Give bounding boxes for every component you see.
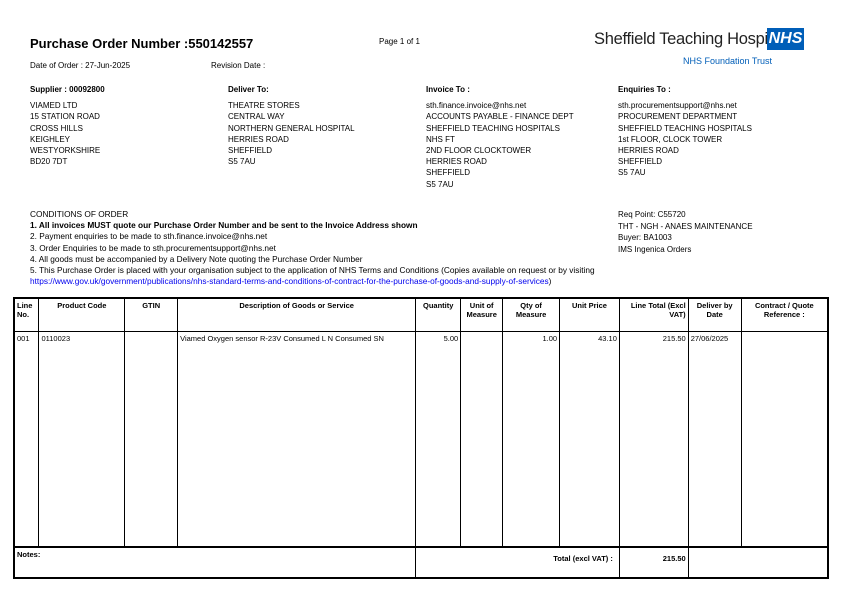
address-line: sth.finance.invoice@nhs.net: [426, 101, 527, 111]
deliver-by-date: 27/06/2025: [687, 330, 742, 548]
col-header: Description of Goods or Service: [177, 297, 417, 332]
revision-date: Revision Date :: [211, 61, 266, 70]
contract-reference: [740, 330, 829, 548]
address-line: THEATRE STORES: [228, 101, 300, 111]
invoice-block: Invoice To : sth.finance.invoice@nhs.net…: [426, 84, 574, 190]
address-line: HERRIES ROAD: [228, 134, 289, 144]
address-line: 15 STATION ROAD: [30, 112, 100, 122]
address-line: VIAMED LTD: [30, 101, 78, 111]
address-line: WESTYORKSHIRE: [30, 146, 101, 156]
line-no: 001: [13, 330, 40, 548]
address-line: SHEFFIELD TEACHING HOSPITALS: [618, 123, 752, 133]
address-line: BD20 7DT: [30, 157, 68, 167]
address-line: S5 7AU: [228, 157, 256, 167]
footer-blank: [687, 546, 829, 579]
condition-item: 5. This Purchase Order is placed with yo…: [30, 265, 595, 276]
address-line: SHEFFIELD: [426, 168, 471, 178]
condition-item: 4. All goods must be accompanied by a De…: [30, 253, 363, 264]
deliver-block: Deliver To: THEATRE STORES CENTRAL WAY NOR…: [228, 84, 355, 167]
unit-of-measure: [460, 330, 504, 548]
deliver-heading: Deliver To:: [228, 85, 269, 94]
address-line: SHEFFIELD TEACHING HOSPITALS: [426, 123, 560, 133]
col-header: Quantity: [415, 297, 462, 332]
col-header: Qty of Measure: [502, 297, 561, 332]
address-line: PROCUREMENT DEPARTMENT: [618, 112, 738, 122]
link-close: ): [548, 276, 552, 287]
address-line: sth.procurementsupport@nhs.net: [618, 101, 737, 111]
address-line: CENTRAL WAY: [228, 112, 285, 122]
address-line: S5 7AU: [618, 168, 646, 178]
req-point: Req Point: C55720: [618, 210, 686, 219]
col-header: Deliver by Date: [687, 297, 742, 332]
line-total: 215.50: [618, 330, 689, 548]
conditions-heading: CONDITIONS OF ORDER: [30, 209, 129, 219]
condition-item: 2. Payment enquiries to be made to sth.f…: [30, 231, 268, 242]
address-line: S5 7AU: [426, 179, 454, 189]
condition-item: 3. Order Enquiries to be made to sth.pro…: [30, 242, 276, 253]
page-title: Purchase Order Number :550142557: [30, 36, 254, 51]
address-line: NORTHERN GENERAL HOSPITAL: [228, 123, 355, 133]
address-line: KEIGHLEY: [30, 134, 71, 144]
gtin: [124, 330, 179, 548]
table-header-row: Line No. Product Code GTIN Description o…: [13, 297, 829, 332]
description: Viamed Oxygen sensor R-23V Consumed L N …: [177, 330, 417, 548]
supplier-heading: Supplier : 00092800: [30, 85, 105, 94]
col-header: Line No.: [13, 297, 40, 332]
buyer: Buyer: BA1003: [618, 233, 672, 243]
invoice-heading: Invoice To :: [426, 85, 470, 94]
req-block: Req Point: C55720 THT - NGH - ANAES MAIN…: [618, 209, 753, 256]
req-dept: THT - NGH - ANAES MAINTENANCE: [618, 221, 753, 231]
col-header: Line Total (Excl VAT): [618, 297, 689, 332]
total-value: 215.50: [618, 546, 689, 579]
product-code: 0110023: [38, 330, 126, 548]
address-line: SHEFFIELD: [618, 157, 663, 167]
col-header: Product Code: [38, 297, 126, 332]
total-label: Total (excl VAT) :: [415, 546, 620, 579]
enquiries-block: Enquiries To : sth.procurementsupport@nh…: [618, 84, 752, 179]
quantity: 5.00: [415, 330, 462, 548]
col-header: Contract / Quote Reference :: [740, 297, 829, 332]
notes-label: Notes:: [13, 546, 417, 579]
order-lines-table: Line No. Product Code GTIN Description o…: [13, 297, 829, 579]
address-line: SHEFFIELD: [228, 146, 273, 156]
col-header: GTIN: [124, 297, 179, 332]
address-line: 2ND FLOOR CLOCKTOWER: [426, 146, 532, 156]
condition-item: 1. All invoices MUST quote our Purchase …: [30, 220, 418, 231]
address-line: CROSS HILLS: [30, 123, 83, 133]
col-header: Unit Price: [559, 297, 620, 332]
nhs-logo: NHS: [767, 28, 804, 50]
enquiries-heading: Enquiries To :: [618, 85, 671, 94]
qty-of-measure: 1.00: [502, 330, 561, 548]
terms-link[interactable]: https://www.gov.uk/government/publicatio…: [30, 276, 549, 287]
date-of-order: Date of Order : 27-Jun-2025: [30, 61, 131, 70]
unit-price: 43.10: [559, 330, 620, 548]
logo-text: Sheffield Teaching Hospitals: [594, 30, 793, 48]
address-line: 1st FLOOR, CLOCK TOWER: [618, 134, 723, 144]
page-number: Page 1 of 1: [379, 37, 420, 46]
order-source: IMS Ingenica Orders: [618, 245, 692, 255]
address-line: HERRIES ROAD: [618, 146, 679, 156]
conditions-block: CONDITIONS OF ORDER 1. All invoices MUST…: [30, 209, 595, 287]
address-line: NHS FT: [426, 134, 455, 144]
address-line: ACCOUNTS PAYABLE - FINANCE DEPT: [426, 112, 574, 122]
address-line: HERRIES ROAD: [426, 157, 487, 167]
supplier-block: Supplier : 00092800 VIAMED LTD 15 STATION…: [30, 84, 105, 167]
logo-subtitle: NHS Foundation Trust: [683, 56, 773, 66]
table-row: 001 0110023 Viamed Oxygen sensor R-23V C…: [13, 330, 829, 548]
col-header: Unit of Measure: [460, 297, 504, 332]
table-footer-row: Notes: Total (excl VAT) : 215.50: [13, 546, 829, 579]
